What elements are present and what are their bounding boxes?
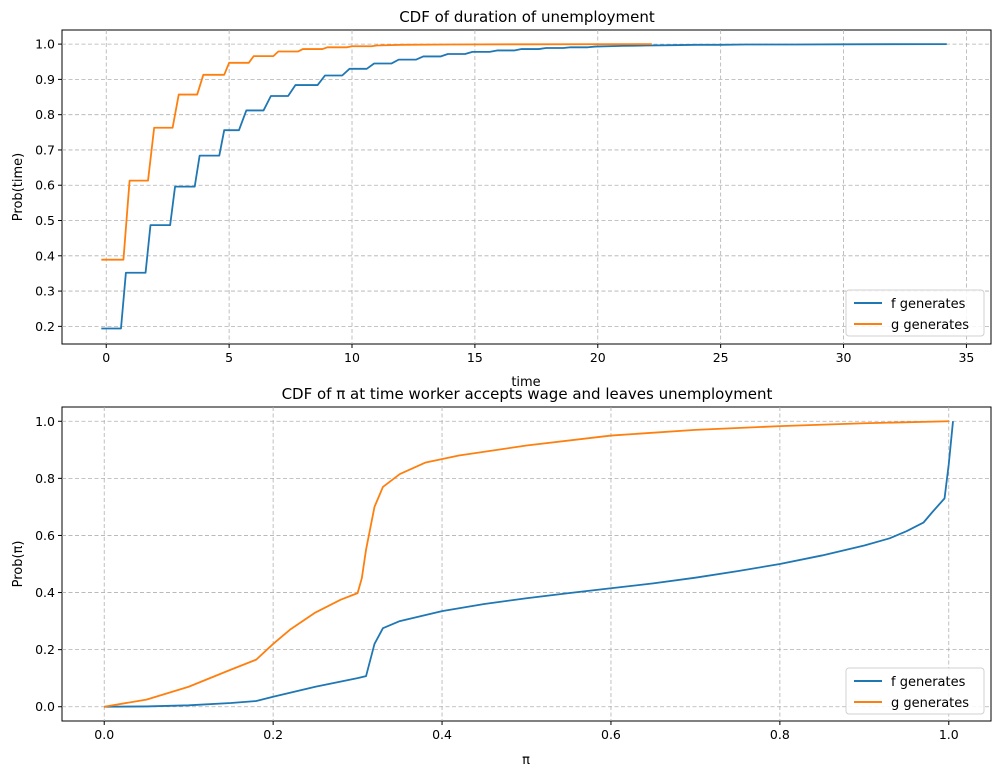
x-tick-label: 20 — [590, 350, 606, 365]
series-line-f — [104, 421, 954, 708]
x-tick-label: 0.8 — [770, 727, 790, 742]
y-axis-label: Prob(π) — [11, 541, 26, 588]
x-tick-label: 5 — [225, 350, 233, 365]
x-tick-label: 0 — [102, 350, 110, 365]
y-axis-label: Prob(time) — [11, 153, 26, 221]
legend-label-g: g generates — [891, 318, 969, 333]
y-tick-label: 0.4 — [35, 248, 55, 263]
legend: f generates g generates — [845, 667, 985, 715]
y-tick-label: 0.7 — [35, 142, 55, 157]
x-axis-label: π — [522, 753, 530, 768]
legend: f generates g generates — [845, 289, 985, 337]
y-tick-label: 0.3 — [35, 284, 55, 299]
pi-cdf-chart: CDF of π at time worker accepts wage and… — [11, 385, 992, 768]
x-tick-label: 15 — [467, 350, 483, 365]
y-tick-label: 0.2 — [35, 319, 55, 334]
y-tick-label: 0.6 — [35, 178, 55, 193]
y-tick-label: 0.9 — [35, 72, 55, 87]
legend-label-g: g generates — [891, 696, 969, 711]
chart-title: CDF of duration of unemployment — [399, 8, 655, 26]
y-tick-label: 0.4 — [35, 585, 55, 600]
x-tick-label: 25 — [713, 350, 729, 365]
y-tick-label: 0.0 — [35, 699, 55, 714]
chart-title: CDF of π at time worker accepts wage and… — [282, 385, 773, 403]
y-tick-label: 0.5 — [35, 213, 55, 228]
x-tick-label: 0.4 — [432, 727, 452, 742]
x-tick-label: 0.6 — [601, 727, 621, 742]
x-tick-label: 30 — [836, 350, 852, 365]
y-tick-label: 0.8 — [35, 471, 55, 486]
legend-label-f: f generates — [891, 297, 966, 312]
y-tick-label: 0.8 — [35, 107, 55, 122]
duration-cdf-chart: CDF of duration of unemployment 0 5 10 15 20… — [11, 8, 992, 390]
y-tick-label: 1.0 — [35, 37, 55, 52]
x-tick-label: 35 — [958, 350, 974, 365]
series-line-g — [101, 43, 652, 261]
x-axis-label: time — [511, 375, 540, 390]
y-tick-label: 0.2 — [35, 642, 55, 657]
x-tick-label: 0.2 — [263, 727, 283, 742]
legend-label-f: f generates — [891, 675, 966, 690]
plot-area — [61, 406, 992, 722]
x-tick-label: 10 — [344, 350, 360, 365]
series-line-g — [104, 420, 949, 708]
x-tick-label: 0.0 — [94, 727, 114, 742]
series-line-f — [101, 43, 947, 330]
y-tick-label: 0.6 — [35, 528, 55, 543]
plot-area — [61, 29, 992, 345]
y-tick-label: 1.0 — [35, 414, 55, 429]
x-tick-label: 1.0 — [939, 727, 959, 742]
